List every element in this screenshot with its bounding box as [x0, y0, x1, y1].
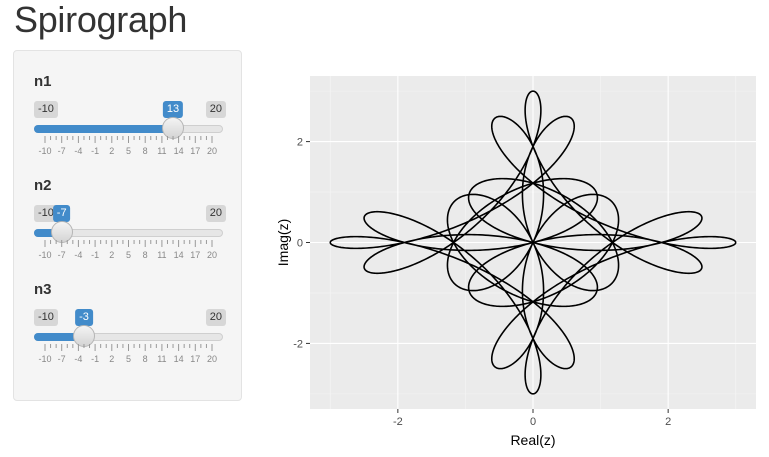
slider-tick-label: 14	[173, 146, 184, 156]
y-tick-label: 2	[297, 137, 303, 149]
slider-tick-label: 20	[206, 146, 218, 156]
slider-ticks	[34, 135, 223, 147]
slider-tick-label: -7	[57, 250, 66, 260]
spirograph-curve	[329, 90, 737, 395]
slider-tick-label: 17	[190, 354, 201, 364]
slider-tick-label: 17	[190, 146, 201, 156]
y-tick-label: 0	[297, 238, 303, 250]
slider-tick-label: -4	[74, 354, 83, 364]
slider-n1: n1 -10 20 13 -10 -7 -4 -1 2 5 8 11 14 17 20	[34, 73, 226, 163]
slider-tick-label: -4	[74, 250, 83, 260]
slider-fill	[34, 333, 84, 341]
slider-tick-label: -10	[38, 146, 52, 156]
y-axis-label: Imag(z)	[275, 219, 291, 266]
slider-value-label: -3	[75, 309, 93, 326]
slider-tick-label: 5	[125, 354, 132, 364]
slider-value-label: 13	[162, 101, 184, 118]
slider-ticks	[34, 239, 223, 251]
spirograph-plot: -2 0 2 -2 0 2 Real(z) Imag(z)	[262, 66, 762, 452]
slider-tick-label: -4	[74, 146, 83, 156]
slider-tick-labels: -10 -7 -4 -1 2 5 8 11 14 17 20	[34, 146, 223, 158]
slider-max-label: 20	[205, 205, 226, 222]
x-tick-label: -2	[393, 416, 403, 428]
slider-label-n2: n2	[34, 177, 52, 194]
slider-n2: n2 -10 20 -7 -10 -7 -4 -1 2 5 8 11 14 17 20	[34, 177, 226, 267]
slider-min-label: -10	[34, 205, 58, 222]
slider-max-label: 20	[205, 101, 226, 118]
slider-tick-label: -10	[38, 250, 52, 260]
sidebar-panel: n1 -10 20 13 -10 -7 -4 -1 2 5 8 11 14 17 20 n2 -10…	[13, 50, 242, 401]
slider-tick-label: 8	[142, 146, 148, 156]
slider-tick-labels: -10 -7 -4 -1 2 5 8 11 14 17 20	[34, 250, 223, 262]
slider-tick-label: 5	[125, 250, 132, 260]
slider-label-n3: n3	[34, 281, 52, 298]
x-axis-label: Real(z)	[510, 432, 555, 448]
slider-tick-label: 8	[142, 354, 148, 364]
slider-tick-label: -1	[91, 354, 100, 364]
y-tick-label: -2	[293, 338, 303, 350]
slider-tick-label: 2	[109, 146, 115, 156]
page-title: Spirograph	[14, 0, 188, 40]
slider-tick-label: 8	[142, 250, 148, 260]
slider-tick-labels: -10 -7 -4 -1 2 5 8 11 14 17 20	[34, 354, 223, 366]
slider-tick-label: 2	[109, 354, 115, 364]
slider-tick-label: 2	[109, 250, 115, 260]
slider-tick-label: -7	[57, 354, 66, 364]
slider-tick-label: 11	[157, 354, 167, 364]
plot-svg: -2 0 2 -2 0 2 Real(z) Imag(z)	[275, 76, 756, 448]
slider-tick-label: 14	[173, 354, 184, 364]
slider-tick-label: 11	[157, 146, 167, 156]
slider-tick-label: 20	[206, 354, 218, 364]
x-tick-label: 2	[665, 416, 671, 428]
x-tick-label: 0	[530, 416, 536, 428]
slider-label-n1: n1	[34, 73, 52, 90]
slider-min-label: -10	[34, 309, 58, 326]
slider-max-label: 20	[205, 309, 226, 326]
slider-value-label: -7	[52, 205, 71, 222]
slider-fill	[34, 229, 62, 237]
slider-tick-label: 17	[190, 250, 201, 260]
slider-ticks	[34, 343, 223, 355]
slider-fill	[34, 125, 174, 133]
slider-min-label: -10	[34, 101, 58, 118]
slider-tick-label: 14	[173, 250, 184, 260]
slider-tick-label: 11	[157, 250, 167, 260]
slider-tick-label: -7	[57, 146, 66, 156]
slider-n3: n3 -10 20 -3 -10 -7 -4 -1 2 5 8 11 14 17 20	[34, 281, 226, 371]
slider-tick-label: 5	[125, 146, 132, 156]
slider-tick-label: -1	[91, 146, 100, 156]
slider-tick-label: -1	[91, 250, 100, 260]
slider-tick-label: -10	[38, 354, 52, 364]
slider-tick-label: 20	[206, 250, 218, 260]
